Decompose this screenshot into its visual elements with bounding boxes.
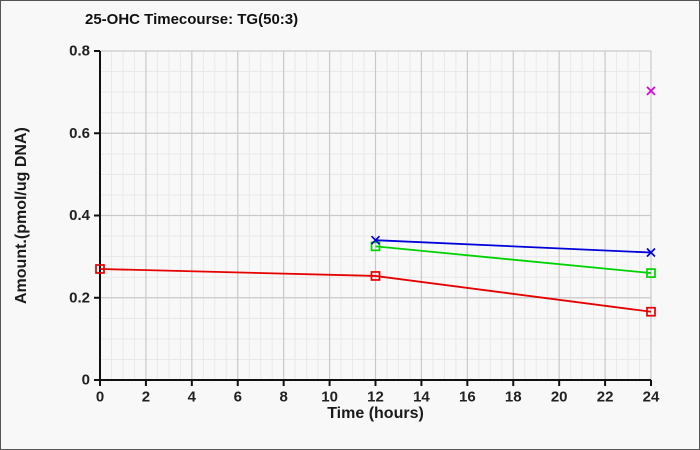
grid-major (100, 50, 652, 380)
x-axis-ticks: 0 2 4 6 8 10 12 14 16 18 20 22 24 (96, 380, 660, 405)
square-marker (95, 264, 105, 274)
y-tick-label: 0.4 (69, 207, 91, 224)
x-tick-label: 8 (279, 388, 287, 405)
y-tick-label: 0.2 (69, 289, 90, 306)
y-axis-ticks: 0 0.2 0.4 0.6 0.8 (69, 43, 100, 389)
series-blue-crosses (370, 235, 656, 258)
x-tick-label: 2 (142, 388, 150, 405)
x-tick-label: 20 (551, 388, 568, 405)
x-marker (646, 86, 656, 96)
x-marker (370, 235, 381, 245)
y-tick-label: 0.6 (69, 125, 90, 142)
x-tick-label: 0 (96, 388, 104, 405)
x-tick-label: 16 (459, 388, 476, 405)
square-marker (646, 306, 656, 317)
square-marker (370, 271, 381, 281)
chart-title: 25-OHC Timecourse: TG(50:3) (85, 11, 299, 28)
series-line (375, 245, 652, 274)
series-green-squares (370, 241, 656, 278)
x-tick-label: 4 (188, 388, 197, 405)
series-magenta-cross (646, 86, 656, 96)
x-tick-label: 22 (597, 388, 614, 405)
series-line (375, 239, 652, 254)
series-red-squares (95, 264, 656, 317)
x-tick-label: 18 (505, 388, 522, 405)
y-tick-label: 0.8 (69, 43, 90, 60)
y-axis-label: Amount.(pmol/ug DNA) (13, 127, 30, 304)
series-line (99, 268, 652, 313)
x-marker (646, 247, 656, 258)
x-tick-label: 6 (234, 388, 242, 405)
x-tick-label: 14 (413, 388, 430, 405)
square-marker (370, 241, 381, 252)
x-tick-label: 10 (321, 388, 338, 405)
x-axis-label: Time (hours) (327, 405, 424, 422)
x-tick-label: 12 (367, 388, 384, 405)
y-tick-label: 0 (82, 372, 90, 389)
x-tick-label: 24 (643, 388, 660, 405)
square-marker (646, 268, 656, 278)
